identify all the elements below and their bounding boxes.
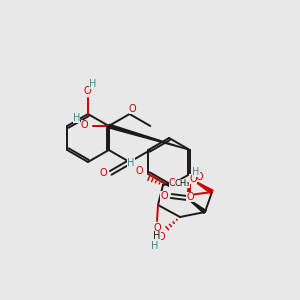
Text: O: O	[160, 191, 168, 201]
Polygon shape	[108, 124, 190, 150]
Text: O: O	[100, 168, 107, 178]
Text: H: H	[151, 241, 159, 251]
Polygon shape	[187, 198, 206, 213]
Text: H: H	[192, 167, 200, 177]
Text: H: H	[153, 231, 161, 241]
Text: O: O	[157, 232, 165, 242]
Text: O: O	[81, 120, 88, 130]
Text: H: H	[89, 79, 97, 89]
Text: O: O	[189, 174, 197, 184]
Text: O: O	[186, 192, 194, 202]
Text: O: O	[195, 172, 203, 182]
Text: H: H	[127, 158, 135, 168]
Text: O: O	[169, 178, 176, 188]
Text: O: O	[129, 104, 136, 114]
Text: O: O	[135, 166, 143, 176]
Text: O: O	[153, 223, 161, 233]
Text: O: O	[83, 86, 91, 96]
Text: H: H	[73, 113, 80, 123]
Polygon shape	[193, 180, 213, 194]
Text: CH₃: CH₃	[175, 178, 190, 188]
